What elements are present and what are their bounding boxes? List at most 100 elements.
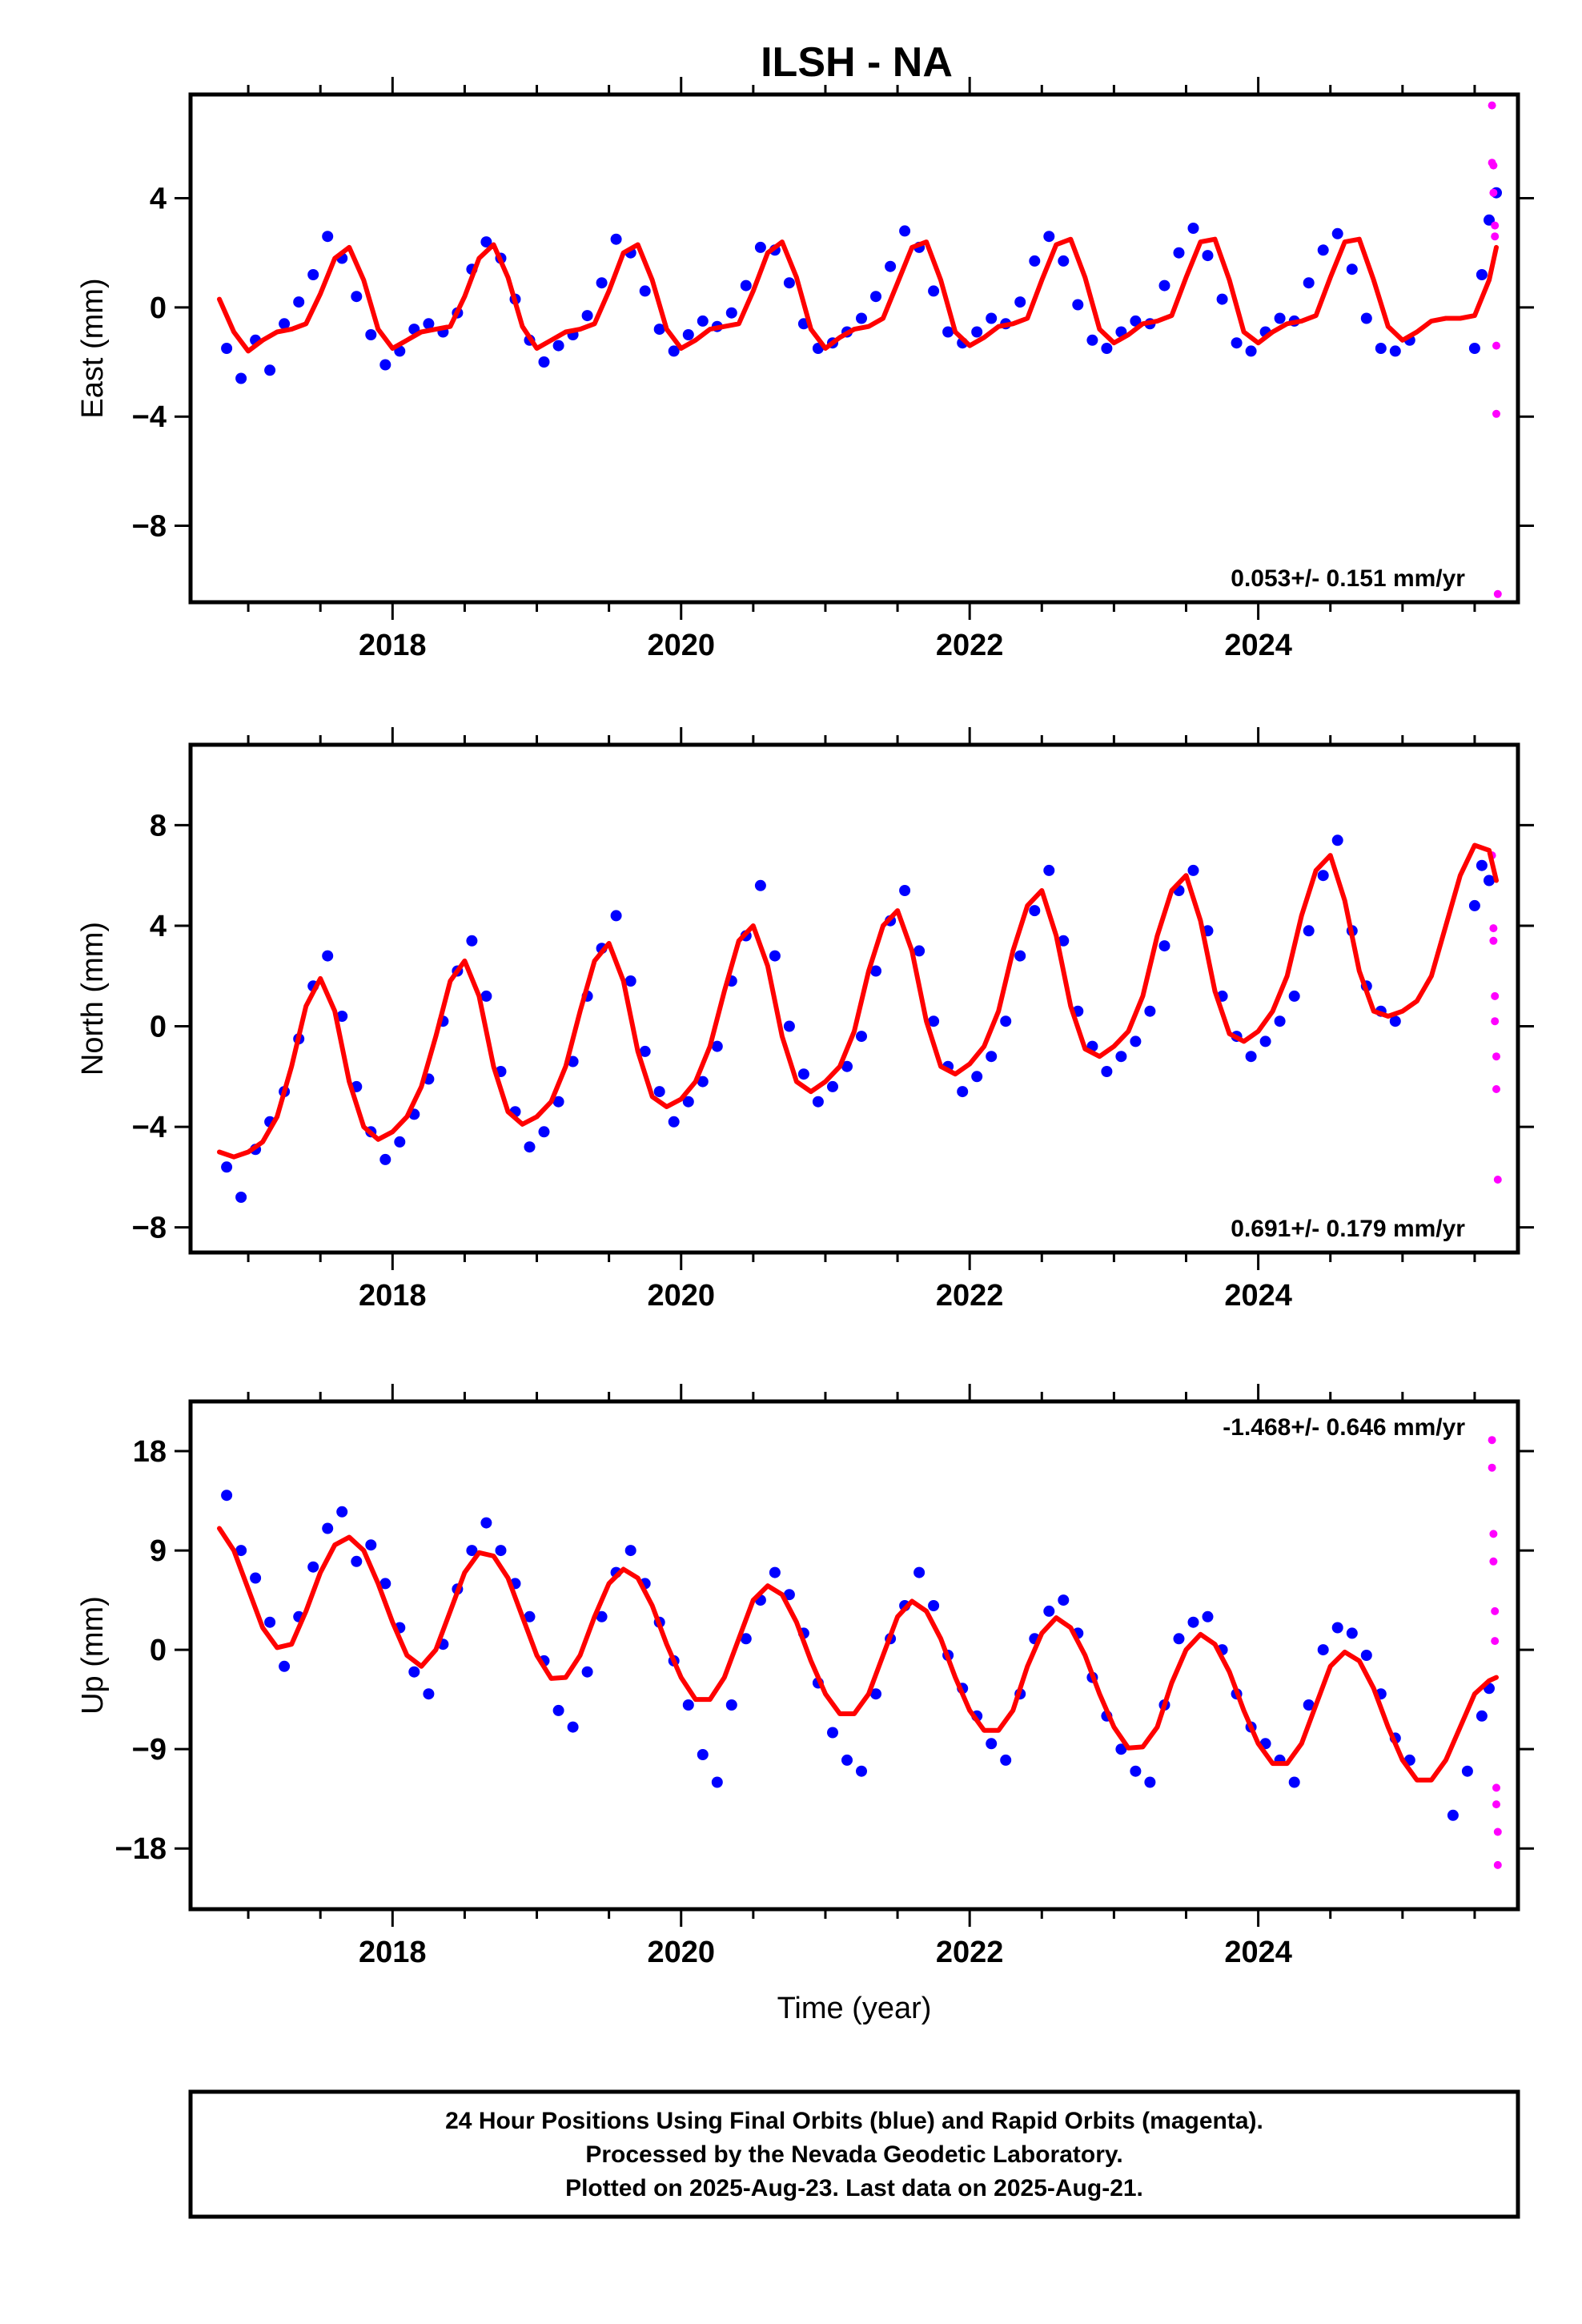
east-final-point — [725, 307, 737, 319]
up-final-point — [1331, 1622, 1343, 1634]
up-final-point — [870, 1688, 881, 1700]
north-final-point — [986, 1051, 998, 1063]
north-final-point — [1014, 950, 1026, 962]
east-final-point — [1058, 255, 1070, 267]
north-y-tick-label: −8 — [132, 1212, 167, 1245]
up-rapid-point — [1493, 1827, 1502, 1836]
north-final-point — [682, 1096, 694, 1108]
east-y-tick-label: 0 — [150, 292, 167, 325]
up-final-point — [1202, 1610, 1214, 1622]
north-final-point — [1484, 875, 1495, 887]
north-final-point — [322, 950, 334, 962]
up-final-point — [495, 1545, 507, 1557]
up-final-point — [1461, 1765, 1473, 1777]
east-x-tick-label: 2022 — [936, 629, 1004, 662]
east-final-point — [986, 312, 998, 324]
up-final-point — [1130, 1765, 1142, 1777]
up-final-point — [365, 1539, 377, 1551]
east-final-point — [856, 312, 867, 324]
up-final-point — [624, 1545, 636, 1557]
east-y-axis-label: East (mm) — [76, 278, 110, 418]
east-final-point — [1072, 299, 1084, 311]
up-final-point — [1173, 1633, 1185, 1645]
up-rate-label: -1.468+/- 0.646 mm/yr — [1223, 1414, 1465, 1441]
north-final-point — [336, 1011, 348, 1022]
up-final-point — [264, 1616, 276, 1628]
north-final-point — [899, 885, 911, 896]
up-final-point — [740, 1633, 752, 1645]
east-final-point — [351, 291, 363, 303]
up-x-axis-label: Time (year) — [777, 1992, 932, 2025]
north-final-point — [769, 950, 781, 962]
up-final-point — [841, 1754, 853, 1766]
north-x-tick-label: 2020 — [647, 1279, 715, 1313]
north-final-point — [610, 910, 622, 922]
north-final-point — [1303, 925, 1315, 937]
up-final-point — [322, 1522, 334, 1534]
up-rapid-point — [1492, 1800, 1500, 1809]
east-final-point — [928, 285, 940, 297]
east-rate-label: 0.053+/- 0.151 mm/yr — [1231, 565, 1465, 592]
east-final-point — [1331, 227, 1343, 239]
up-data-marks — [217, 1436, 1502, 1869]
north-final-point — [235, 1192, 247, 1203]
north-final-point — [870, 965, 881, 977]
up-final-point — [408, 1666, 420, 1678]
up-final-point — [1115, 1743, 1127, 1755]
east-final-point — [1375, 343, 1387, 354]
up-final-point — [552, 1704, 564, 1716]
north-final-point — [1331, 834, 1343, 846]
east-final-point — [682, 329, 694, 340]
up-x-tick-label: 2022 — [936, 1936, 1004, 1969]
north-final-point — [928, 1015, 940, 1027]
up-final-point — [423, 1688, 435, 1700]
up-final-point — [1360, 1650, 1372, 1661]
north-rate-label: 0.691+/- 0.179 mm/yr — [1231, 1216, 1465, 1242]
up-y-tick-label: 18 — [133, 1435, 167, 1469]
up-final-point — [379, 1578, 391, 1590]
up-final-point — [913, 1566, 926, 1578]
north-final-point — [653, 1086, 665, 1098]
up-rapid-point — [1493, 1860, 1502, 1869]
east-final-point — [581, 310, 593, 322]
up-final-point — [221, 1490, 233, 1502]
up-rapid-point — [1488, 1436, 1496, 1445]
north-rapid-point — [1489, 936, 1498, 945]
north-final-point — [1476, 859, 1488, 871]
north-y-tick-label: 4 — [150, 910, 167, 943]
up-rapid-point — [1491, 1606, 1500, 1615]
east-final-point — [596, 277, 608, 289]
up-y-tick-label: −18 — [115, 1832, 167, 1866]
east-final-point — [1317, 244, 1329, 256]
footer-box: 24 Hour Positions Using Final Orbits (bl… — [188, 2089, 1520, 2219]
east-final-point — [1029, 255, 1041, 267]
up-panel: 2018 2020 2022 2024 18 9 0 −9 −18 Up (mm) Time (ye… — [76, 1384, 1534, 2025]
north-final-point — [841, 1060, 853, 1072]
east-final-point — [293, 296, 305, 308]
north-y-axis-label: North (mm) — [76, 922, 110, 1076]
north-final-point — [1058, 935, 1070, 947]
north-y-tick-label: 0 — [150, 1011, 167, 1044]
up-final-point — [250, 1572, 262, 1584]
east-final-point — [221, 343, 233, 354]
up-final-point — [711, 1776, 723, 1788]
up-final-point — [466, 1545, 478, 1557]
east-final-point — [1245, 345, 1257, 357]
footer-line-3: Plotted on 2025-Aug-23. Last data on 202… — [565, 2175, 1143, 2201]
north-data-marks — [217, 834, 1502, 1203]
up-y-axis-label: Up (mm) — [76, 1596, 110, 1715]
up-rapid-point — [1491, 1637, 1500, 1646]
east-rapid-point — [1492, 341, 1500, 350]
up-final-point — [1317, 1644, 1329, 1656]
north-final-point — [1317, 870, 1329, 882]
north-y-tick-label: −4 — [132, 1111, 167, 1144]
north-final-point — [466, 935, 478, 947]
up-y-tick-label: −9 — [132, 1733, 167, 1767]
up-final-point — [769, 1566, 781, 1578]
north-final-point — [697, 1076, 709, 1088]
up-final-point — [279, 1660, 291, 1672]
east-rapid-point — [1488, 101, 1496, 110]
north-final-point — [394, 1136, 406, 1148]
east-final-point — [1173, 247, 1185, 259]
figure-title: ILSH - NA — [761, 39, 953, 86]
